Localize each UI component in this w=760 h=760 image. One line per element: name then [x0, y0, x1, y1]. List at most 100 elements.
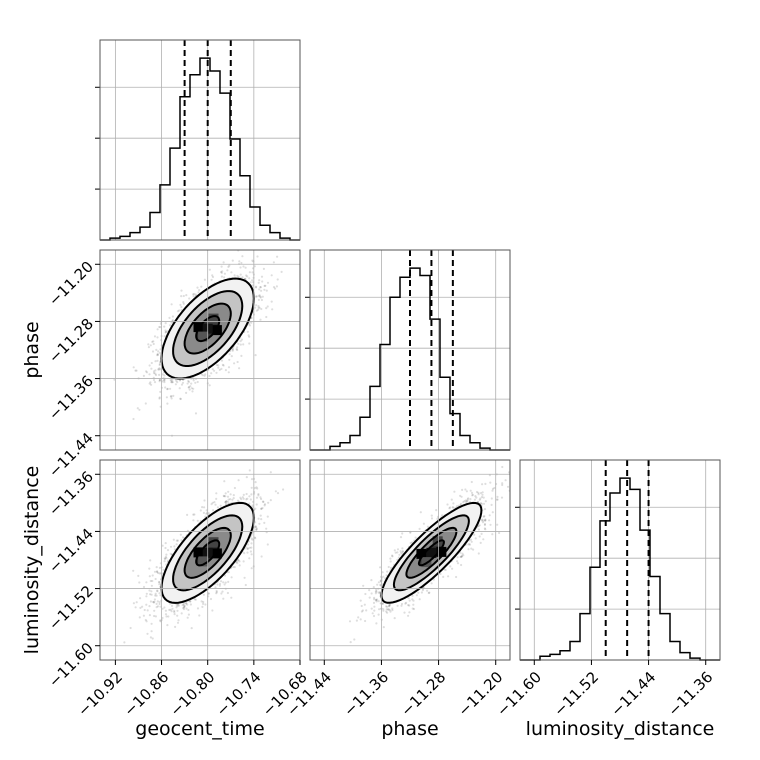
- sample-point: [190, 387, 193, 390]
- sample-point: [203, 506, 206, 509]
- sample-point: [259, 514, 262, 517]
- sample-point: [257, 295, 261, 298]
- sample-point: [254, 525, 257, 528]
- sample-point: [177, 604, 180, 607]
- sample-point: [223, 583, 226, 586]
- sample-point: [158, 583, 161, 586]
- sample-point: [194, 598, 197, 601]
- sample-point: [149, 344, 152, 347]
- sample-point: [154, 594, 157, 597]
- sample-point: [257, 308, 260, 311]
- sample-point: [236, 274, 239, 277]
- sample-point: [180, 305, 183, 309]
- sample-point: [186, 603, 189, 606]
- sample-point: [221, 590, 224, 593]
- sample-point: [245, 498, 248, 501]
- sample-point: [181, 604, 184, 607]
- sample-point: [178, 309, 181, 312]
- sample-point: [158, 367, 161, 370]
- sample-point: [204, 373, 207, 376]
- sample-point: [182, 608, 186, 611]
- sample-point: [146, 632, 149, 635]
- sample-point: [231, 349, 234, 352]
- sample-point: [215, 371, 218, 374]
- sample-point: [159, 390, 162, 393]
- sample-point: [245, 546, 248, 549]
- sample-point: [194, 293, 197, 296]
- sample-point: [219, 270, 223, 274]
- sample-point: [167, 615, 170, 618]
- sample-point: [150, 367, 153, 370]
- sample-point: [210, 372, 213, 375]
- sample-point: [175, 603, 178, 606]
- sample-point: [148, 364, 151, 367]
- sample-point: [241, 496, 244, 499]
- sample-point: [210, 503, 213, 506]
- sample-point: [228, 353, 231, 356]
- sample-point: [158, 368, 161, 371]
- sample-point: [155, 348, 158, 351]
- sample-point: [154, 360, 157, 363]
- sample-point: [266, 515, 269, 518]
- sample-point: [255, 503, 258, 506]
- sample-point: [232, 494, 235, 497]
- sample-point: [148, 382, 151, 385]
- sample-point: [153, 614, 156, 618]
- sample-point: [238, 367, 241, 370]
- sample-point: [158, 325, 161, 329]
- sample-point: [179, 533, 182, 536]
- sample-point: [176, 609, 179, 612]
- sample-point: [241, 255, 244, 258]
- sample-point: [166, 387, 169, 390]
- sample-point: [248, 335, 251, 338]
- sample-point: [235, 348, 238, 351]
- sample-point: [164, 558, 167, 561]
- sample-point: [132, 569, 135, 572]
- sample-point: [157, 580, 161, 584]
- sample-point: [154, 577, 157, 581]
- sample-point: [258, 306, 261, 309]
- sample-point: [263, 284, 266, 287]
- sample-point: [156, 353, 160, 356]
- sample-point: [250, 546, 253, 549]
- sample-point: [248, 324, 252, 327]
- sample-point: [171, 378, 174, 381]
- sample-point: [163, 374, 166, 377]
- sample-point: [177, 603, 180, 606]
- sample-point: [191, 390, 194, 393]
- sample-point: [248, 277, 251, 280]
- sample-point: [158, 351, 162, 354]
- sample-point: [148, 589, 151, 592]
- sample-point: [134, 606, 137, 609]
- sample-point: [159, 619, 162, 622]
- sample-point: [192, 295, 195, 298]
- sample-point: [231, 348, 235, 351]
- sample-point: [163, 335, 166, 338]
- sample-point: [161, 616, 164, 620]
- sample-point: [258, 294, 261, 297]
- sample-point: [240, 338, 243, 341]
- sample-point: [151, 340, 154, 343]
- histogram-phase: [305, 249, 511, 451]
- sample-point: [150, 361, 153, 365]
- sample-point: [251, 271, 254, 274]
- sample-point: [132, 602, 135, 605]
- sample-point: [217, 366, 220, 369]
- sample-point: [171, 381, 174, 384]
- sample-point: [227, 490, 230, 493]
- sample-point: [242, 560, 245, 563]
- sample-point: [201, 374, 204, 377]
- sample-point: [150, 630, 153, 633]
- sample-point: [144, 618, 147, 622]
- sample-point: [164, 546, 167, 550]
- sample-point: [253, 487, 256, 490]
- sample-point: [258, 288, 261, 291]
- sample-point: [156, 570, 159, 573]
- sample-point: [169, 545, 173, 548]
- sample-point: [180, 539, 183, 542]
- sample-point: [153, 570, 157, 573]
- sample-point: [265, 289, 268, 292]
- sample-point: [189, 600, 192, 603]
- sample-point: [224, 581, 227, 584]
